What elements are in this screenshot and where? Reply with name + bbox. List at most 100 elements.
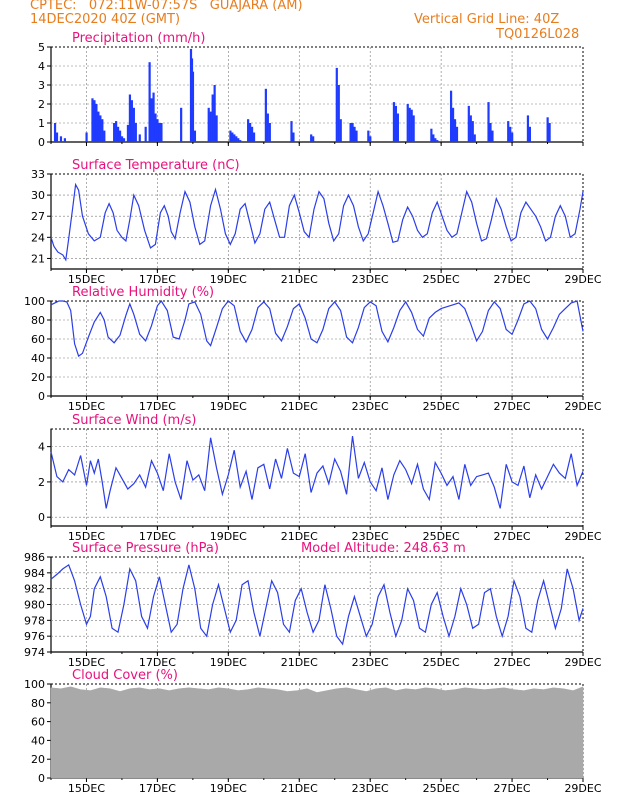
precip-bar xyxy=(353,126,356,142)
x-tick-label: 23DEC xyxy=(352,273,389,286)
precip-bar xyxy=(91,98,94,142)
y-tick-label: 0 xyxy=(38,136,45,149)
y-tick-label: 974 xyxy=(24,646,45,659)
precip-bar xyxy=(213,85,216,142)
precip-bar xyxy=(491,130,494,142)
precip-bar xyxy=(489,123,492,142)
x-tick-label: 29DEC xyxy=(564,782,601,795)
y-tick-label: 30 xyxy=(31,189,45,202)
y-tick-label: 60 xyxy=(31,333,45,346)
x-tick-label: 17DEC xyxy=(139,530,176,543)
panel-title: Surface Temperature (nC) xyxy=(72,158,240,173)
precip-bar xyxy=(158,123,161,142)
y-tick-label: 40 xyxy=(31,734,45,747)
x-tick-label: 19DEC xyxy=(210,782,247,795)
precip-bar xyxy=(455,126,459,142)
x-tick-label: 27DEC xyxy=(494,273,531,286)
y-tick-label: 0 xyxy=(38,511,45,524)
x-tick-label: 21DEC xyxy=(281,273,318,286)
y-tick-label: 3 xyxy=(38,79,45,92)
x-tick-label: 15DEC xyxy=(68,273,105,286)
x-tick-label: 25DEC xyxy=(423,656,460,669)
x-tick-label: 21DEC xyxy=(281,656,318,669)
precip-bar xyxy=(211,94,214,142)
precip-bar xyxy=(369,136,372,142)
precip-bar xyxy=(264,88,267,142)
series-line xyxy=(50,299,584,358)
x-tick-label: 23DEC xyxy=(352,530,389,543)
precip-bar xyxy=(160,123,163,142)
precip-bar xyxy=(191,71,195,142)
precip-bar xyxy=(355,130,358,142)
panel-title: Precipitation (mm/h) xyxy=(72,31,205,46)
x-tick-label: 15DEC xyxy=(68,400,105,413)
precip-bar xyxy=(339,119,342,142)
panel-title: Surface Wind (m/s) xyxy=(72,413,196,428)
precip-bar xyxy=(180,107,183,142)
y-tick-label: 976 xyxy=(24,630,45,643)
precip-bar xyxy=(290,121,293,142)
x-tick-label: 19DEC xyxy=(210,656,247,669)
precip-bar xyxy=(432,134,435,142)
precip-bar xyxy=(150,98,153,142)
precip-bar xyxy=(335,67,338,142)
y-tick-label: 2 xyxy=(38,476,45,489)
precip-bar xyxy=(408,107,411,142)
precip-bar xyxy=(467,105,470,142)
precip-bar xyxy=(233,134,236,142)
precip-bar xyxy=(101,119,104,142)
precip-bar xyxy=(526,115,530,142)
x-tick-label: 25DEC xyxy=(423,782,460,795)
precip-bar xyxy=(120,136,124,142)
precip-bar xyxy=(126,124,130,142)
precip-bar xyxy=(97,111,100,142)
y-tick-label: 24 xyxy=(31,231,45,244)
precip-bar xyxy=(144,126,147,142)
x-tick-label: 19DEC xyxy=(210,530,247,543)
precip-bar xyxy=(396,113,399,142)
precip-bar xyxy=(132,107,135,142)
precip-bar xyxy=(207,107,210,142)
precip-bar xyxy=(337,85,340,142)
x-tick-label: 23DEC xyxy=(352,782,389,795)
y-tick-label: 978 xyxy=(24,614,45,627)
y-tick-label: 986 xyxy=(24,551,45,564)
model-altitude-label: Model Altitude: 248.63 m xyxy=(301,541,466,556)
x-tick-label: 29DEC xyxy=(564,400,601,413)
panel-frame xyxy=(50,428,584,527)
y-tick-label: 80 xyxy=(31,314,45,327)
x-tick-label: 17DEC xyxy=(139,782,176,795)
precip-bar xyxy=(268,123,271,142)
precip-bar xyxy=(410,109,413,142)
header-date: 14DEC2020 40Z (GMT) xyxy=(30,12,181,27)
precip-bar xyxy=(231,132,234,142)
precip-bar xyxy=(412,115,415,142)
precip-bar xyxy=(528,126,531,142)
precip-bar xyxy=(392,102,396,142)
precip-bar xyxy=(507,121,510,142)
precip-bar xyxy=(249,123,252,142)
y-tick-label: 982 xyxy=(24,583,45,596)
precip-bar xyxy=(59,136,63,142)
precip-bar xyxy=(487,102,490,142)
precip-bar xyxy=(367,130,370,142)
header-grid-line: Vertical Grid Line: 40Z xyxy=(414,12,560,27)
y-tick-label: 980 xyxy=(24,599,45,612)
y-tick-label: 40 xyxy=(31,352,45,365)
precip-bar xyxy=(310,134,313,142)
x-tick-label: 19DEC xyxy=(210,273,247,286)
y-tick-label: 0 xyxy=(38,390,45,403)
x-tick-label: 17DEC xyxy=(139,273,176,286)
precip-bar xyxy=(229,130,232,142)
y-tick-label: 5 xyxy=(38,41,45,54)
precip-bar xyxy=(509,126,512,142)
precip-bar xyxy=(250,126,254,142)
precip-bar xyxy=(548,123,551,142)
series-line xyxy=(50,436,584,509)
x-tick-label: 17DEC xyxy=(139,400,176,413)
y-tick-label: 21 xyxy=(31,252,45,265)
precip-bar xyxy=(148,62,151,143)
y-tick-label: 100 xyxy=(24,295,45,308)
x-tick-label: 23DEC xyxy=(352,400,389,413)
y-tick-label: 0 xyxy=(38,772,45,785)
